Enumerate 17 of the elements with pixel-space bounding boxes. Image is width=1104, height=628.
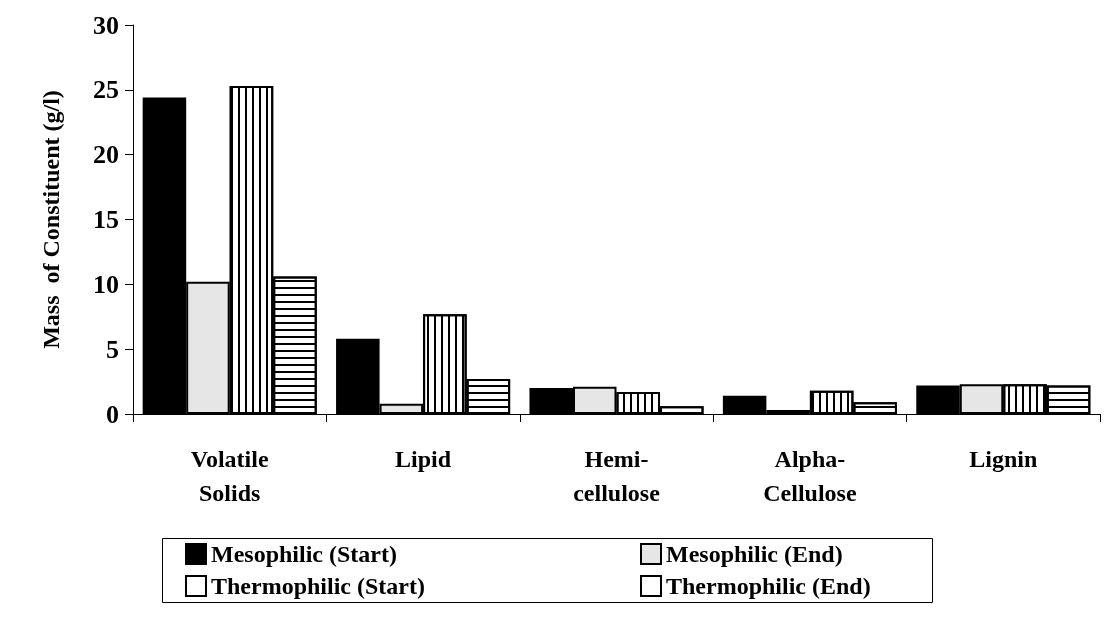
legend-label: Thermophilic (End) <box>666 573 871 599</box>
x-tick-label: Hemi- cellulose <box>573 446 661 506</box>
y-tick-label: 5 <box>106 334 119 364</box>
y-tick-label: 0 <box>106 399 119 429</box>
y-tick-label: 20 <box>93 140 119 170</box>
x-tick-label: Volatile Solids <box>190 446 269 506</box>
legend-label: Mesophilic (End) <box>666 541 843 567</box>
y-tick-label: 15 <box>93 205 119 234</box>
legend-label: Mesophilic (Start) <box>211 541 397 567</box>
y-tick-label: 10 <box>93 269 119 299</box>
x-tick-label: Lignin <box>969 446 1038 472</box>
y-axis-title: Mass of Constituent (g/l) <box>38 90 64 349</box>
y-tick-label: 30 <box>93 10 119 40</box>
x-tick-label: Lipid <box>395 446 452 472</box>
x-tick-label: Alpha- Cellulose <box>763 446 857 506</box>
legend-label: Thermophilic (Start) <box>211 573 425 599</box>
y-tick-label: 25 <box>93 75 119 105</box>
